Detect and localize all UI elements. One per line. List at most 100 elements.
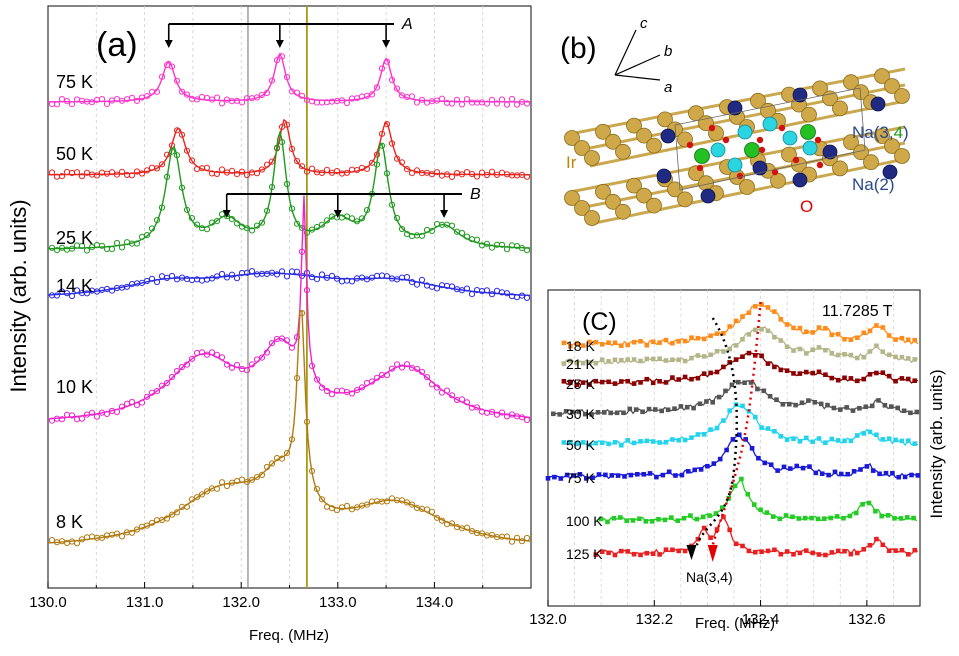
- label-ir: Ir: [566, 153, 577, 172]
- data-point: [168, 272, 176, 280]
- data-point: [193, 349, 201, 357]
- data-point: [675, 518, 680, 523]
- data-point: [408, 93, 416, 100]
- data-point: [764, 510, 770, 515]
- data-point: [248, 268, 256, 275]
- data-point: [598, 516, 604, 522]
- data-point: [328, 98, 336, 105]
- data-point: [749, 446, 755, 451]
- data-point: [183, 503, 191, 510]
- data-point: [746, 548, 752, 554]
- series-label: 14 K: [56, 276, 93, 296]
- data-point: [647, 471, 653, 476]
- data-point: [861, 431, 866, 436]
- data-point: [403, 499, 411, 506]
- data-point: [818, 401, 824, 407]
- data-point: [323, 217, 331, 224]
- data-point: [128, 172, 136, 179]
- data-point: [791, 325, 796, 331]
- data-point: [646, 406, 652, 412]
- data-point: [758, 507, 763, 513]
- data-point: [308, 467, 316, 475]
- data-point: [561, 440, 567, 445]
- data-point: [423, 374, 431, 381]
- data-point: [113, 530, 121, 537]
- data-point: [568, 358, 573, 364]
- data-point: [228, 364, 236, 371]
- data-point: [448, 173, 456, 180]
- data-point: [855, 433, 860, 438]
- data-point: [458, 171, 466, 178]
- data-point: [63, 168, 71, 176]
- data-point: [797, 550, 803, 556]
- data-point: [663, 358, 669, 363]
- data-point: [886, 333, 892, 338]
- data-point: [707, 513, 712, 518]
- series-100k: 100 K: [566, 476, 918, 529]
- data-point: [293, 89, 301, 96]
- ir-atom: [843, 134, 859, 151]
- data-point: [570, 409, 575, 415]
- data-point: [138, 170, 146, 177]
- data-point: [834, 514, 840, 519]
- marker-b: B: [222, 186, 481, 218]
- data-point: [619, 343, 624, 348]
- data-point: [705, 463, 710, 469]
- data-point: [483, 171, 491, 179]
- data-point: [812, 400, 818, 405]
- data-point: [358, 215, 366, 222]
- data-point: [298, 163, 306, 170]
- data-point: [580, 380, 586, 385]
- data-point: [580, 360, 586, 366]
- data-point: [398, 497, 406, 504]
- data-point: [133, 402, 141, 409]
- data-point: [168, 373, 176, 381]
- data-point: [692, 467, 697, 473]
- data-point: [473, 236, 481, 243]
- data-point: [323, 166, 331, 173]
- data-point: [816, 325, 822, 330]
- data-point: [589, 412, 594, 417]
- data-point: [298, 272, 306, 279]
- data-point: [558, 476, 564, 481]
- data-point: [638, 358, 643, 364]
- data-point: [816, 436, 822, 441]
- data-point: [797, 325, 803, 331]
- data-point: [108, 246, 116, 253]
- data-point: [777, 516, 782, 522]
- data-point: [625, 378, 630, 384]
- data-point: [243, 367, 251, 374]
- series-50k: 50 K: [48, 118, 531, 180]
- data-point: [173, 77, 181, 84]
- data-point: [508, 95, 516, 103]
- data-point: [298, 248, 306, 255]
- series-label: 8 K: [56, 512, 83, 532]
- data-point: [378, 272, 386, 279]
- data-point: [433, 514, 441, 521]
- data-point: [428, 171, 436, 178]
- data-point: [118, 403, 126, 410]
- data-point: [753, 414, 758, 420]
- data-point: [278, 123, 286, 131]
- data-point: [488, 96, 496, 103]
- data-point: [855, 378, 860, 384]
- data-point: [363, 165, 371, 172]
- data-point: [902, 474, 908, 480]
- data-point: [676, 377, 681, 382]
- data-point: [813, 470, 819, 476]
- data-point: [378, 142, 386, 149]
- data-point: [253, 222, 261, 229]
- data-point: [861, 376, 866, 382]
- data-point: [676, 548, 681, 554]
- ir-atom: [884, 78, 900, 94]
- data-point: [473, 404, 481, 411]
- crystal-structure-image: [564, 67, 910, 226]
- axis-c-arrow: [614, 29, 637, 76]
- data-point: [263, 207, 271, 214]
- data-point: [223, 274, 231, 281]
- label-na34: Na(3,4): [852, 123, 909, 142]
- data-point: [303, 229, 311, 236]
- data-point: [403, 231, 411, 238]
- data-point: [73, 287, 81, 294]
- data-point: [676, 339, 681, 344]
